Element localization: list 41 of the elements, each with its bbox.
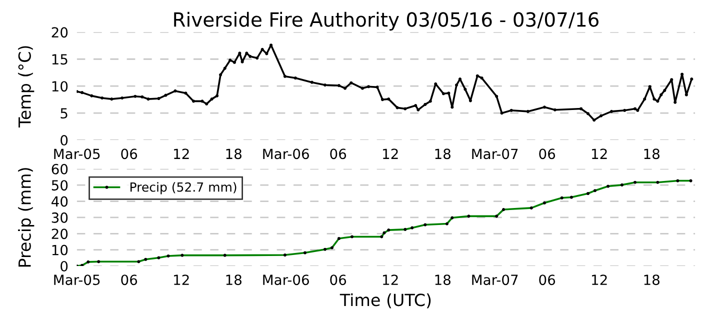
chart-title: Riverside Fire Authority 03/05/16 - 03/07/16 — [174, 12, 599, 31]
y-tick-label: 10 — [52, 244, 68, 256]
x-tick-label: Mar-07 — [472, 148, 518, 160]
x-tick-label: Mar-06 — [263, 274, 309, 286]
x-tick-label: 18 — [435, 148, 450, 160]
y-tick-label: 0 — [60, 260, 68, 272]
x-tick-label: 12 — [383, 274, 398, 285]
y-tick-label: 0 — [60, 135, 68, 146]
x-tick-label: 06 — [330, 274, 346, 286]
x-tick-label: 18 — [226, 274, 242, 286]
y-tick-label: 30 — [52, 212, 68, 223]
x-tick-label: Mar-05 — [54, 274, 100, 286]
x-tick-label: 12 — [592, 148, 607, 159]
x-tick-label: Mar-06 — [263, 148, 309, 160]
y-tick-label: 5 — [60, 108, 68, 119]
x-tick-label: 06 — [539, 274, 556, 286]
x-axis-title: Time (UTC) — [340, 293, 431, 308]
y-axis-title: Temp (°C) — [18, 46, 34, 128]
y-tick-label: 15 — [52, 54, 68, 65]
x-tick-label: 18 — [644, 148, 660, 160]
y-tick-label: 60 — [52, 164, 68, 174]
y-tick-label: 20 — [52, 228, 68, 240]
x-tick-label: 06 — [539, 148, 556, 160]
x-tick-label: 06 — [330, 148, 346, 160]
x-tick-label: 12 — [174, 274, 189, 285]
x-tick-label: 12 — [174, 148, 189, 159]
y-tick-label: 10 — [52, 81, 68, 92]
x-tick-label: 18 — [435, 274, 450, 286]
x-tick-label: 18 — [644, 274, 660, 286]
x-tick-label: 12 — [383, 148, 398, 159]
x-tick-label: Mar-05 — [54, 148, 100, 160]
x-tick-label: 06 — [121, 274, 138, 286]
y-axis-title: Precip (mm) — [18, 168, 34, 267]
x-tick-label: 06 — [121, 148, 138, 160]
x-tick-label: 18 — [226, 148, 242, 160]
x-tick-label: Mar-07 — [472, 274, 518, 286]
legend-label: Precip (52.7 mm) — [130, 182, 236, 194]
y-tick-label: 40 — [52, 196, 68, 207]
x-tick-label: 12 — [592, 274, 607, 285]
y-tick-label: 50 — [52, 180, 68, 191]
y-tick-label: 20 — [52, 27, 68, 38]
